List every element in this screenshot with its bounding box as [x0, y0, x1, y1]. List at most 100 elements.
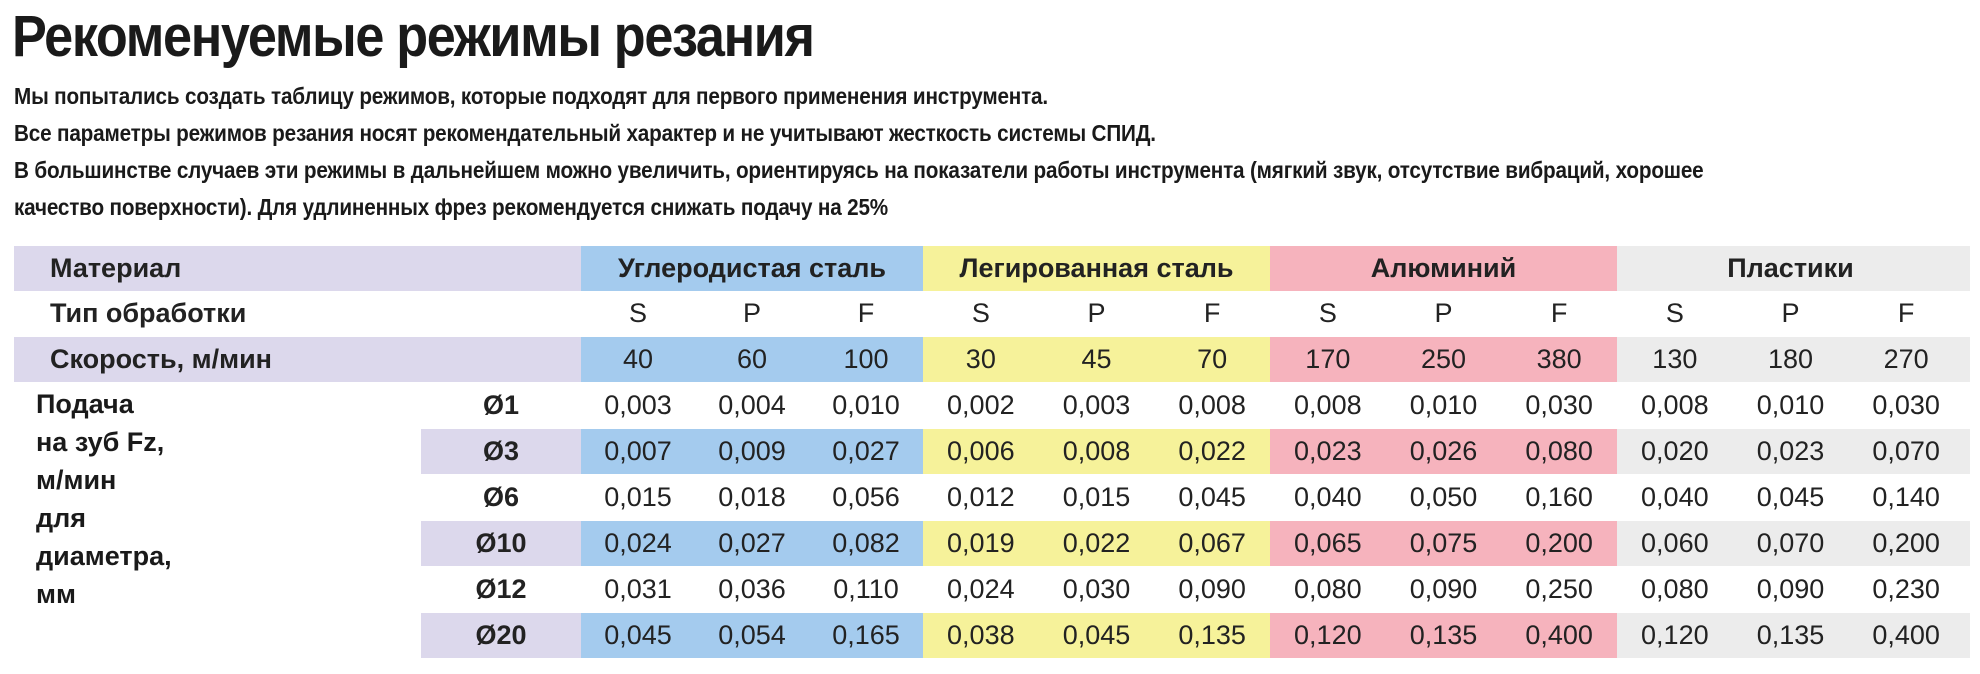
- feed-value-cell: 0,120: [1617, 613, 1733, 658]
- feed-value-cell: 0,015: [604, 482, 672, 512]
- feed-value-cell: 0,006: [923, 429, 1039, 474]
- material-header: Пластики: [1617, 246, 1964, 291]
- feed-label-line: Подача на зуб Fz, м/мин: [36, 389, 165, 495]
- feed-value-cell: 0,008: [1294, 390, 1362, 420]
- feed-value-cell: 0,067: [1154, 521, 1270, 566]
- feed-value-cell: 0,040: [1294, 482, 1362, 512]
- feed-value-cell: 0,022: [1038, 521, 1155, 566]
- material-label: Материал: [14, 246, 581, 291]
- diameter-cell: Ø20: [421, 613, 581, 658]
- process-type-cell: F: [857, 298, 875, 328]
- material-header: Алюминий: [1270, 246, 1617, 291]
- feed-value-cell: 0,022: [1154, 429, 1270, 474]
- feed-value-cell: 0,024: [947, 574, 1015, 604]
- intro-line: качество поверхности). Для удлиненных фр…: [14, 194, 889, 220]
- material-header: Углеродистая сталь: [581, 246, 923, 291]
- feed-value-cell: 0,230: [1872, 574, 1940, 604]
- feed-value-cell: 0,090: [1409, 574, 1478, 604]
- feed-value-cell: 0,008: [1038, 429, 1155, 474]
- feed-value-cell: 0,082: [809, 521, 923, 566]
- process-type-cell: S: [628, 298, 647, 328]
- process-type-cell: P: [1087, 298, 1106, 328]
- feed-value-cell: 0,008: [1641, 390, 1709, 420]
- feed-value-cell: 0,002: [947, 390, 1015, 420]
- feed-value-cell: 0,080: [1294, 574, 1362, 604]
- feed-value-cell: 0,036: [718, 574, 786, 604]
- feed-value-cell: 0,400: [1501, 613, 1617, 658]
- feed-value-cell: 0,070: [1732, 521, 1849, 566]
- feed-label: Подача на зуб Fz, м/мин для диаметра, мм: [36, 385, 172, 613]
- feed-value-cell: 0,090: [1756, 574, 1825, 604]
- feed-value-cell: 0,200: [1848, 521, 1964, 566]
- feed-value-cell: 0,045: [1178, 482, 1246, 512]
- speed-cell: 40: [581, 337, 695, 382]
- plastic-row-extension: [1964, 429, 1970, 474]
- feed-value-cell: 0,027: [809, 429, 923, 474]
- feed-value-cell: 0,045: [1756, 482, 1825, 512]
- feed-value-cell: 0,110: [833, 574, 899, 604]
- feed-value-cell: 0,026: [1385, 429, 1502, 474]
- page-title: Рекоменуемые режимы резания: [12, 4, 815, 69]
- feed-value-cell: 0,250: [1525, 574, 1593, 604]
- feed-value-cell: 0,075: [1385, 521, 1502, 566]
- feed-value-cell: 0,065: [1270, 521, 1386, 566]
- plastic-row-extension: [1964, 613, 1970, 658]
- feed-value-cell: 0,018: [718, 482, 786, 512]
- intro-line: Мы попытались создать таблицу режимов, к…: [14, 83, 1048, 109]
- speed-cell: 180: [1732, 337, 1849, 382]
- feed-value-cell: 0,135: [1385, 613, 1502, 658]
- material-header: Легированная сталь: [923, 246, 1270, 291]
- feed-value-cell: 0,090: [1178, 574, 1246, 604]
- process-type-cell: F: [1897, 298, 1915, 328]
- diameter-cell: Ø6: [482, 482, 520, 512]
- feed-value-cell: 0,007: [581, 429, 695, 474]
- feed-value-cell: 0,070: [1848, 429, 1964, 474]
- feed-value-cell: 0,120: [1270, 613, 1386, 658]
- process-type-cell: P: [1434, 298, 1453, 328]
- feed-value-cell: 0,050: [1409, 482, 1478, 512]
- diameter-cell: Ø10: [421, 521, 581, 566]
- speed-cell: 170: [1270, 337, 1386, 382]
- feed-value-cell: 0,030: [1525, 390, 1593, 420]
- speed-cell: 130: [1617, 337, 1733, 382]
- plastic-header-extension: [1964, 246, 1970, 291]
- plastic-speed-extension: [1964, 337, 1970, 382]
- feed-value-cell: 0,027: [695, 521, 809, 566]
- feed-value-cell: 0,056: [832, 482, 900, 512]
- feed-value-cell: 0,004: [718, 390, 786, 420]
- feed-value-cell: 0,200: [1501, 521, 1617, 566]
- feed-value-cell: 0,060: [1617, 521, 1733, 566]
- feed-value-cell: 0,003: [604, 390, 672, 420]
- feed-value-cell: 0,010: [832, 390, 900, 420]
- plastic-row-extension: [1964, 521, 1970, 566]
- feed-value-cell: 0,135: [1154, 613, 1270, 658]
- process-type-label: Тип обработки: [50, 298, 247, 328]
- speed-cell: 100: [809, 337, 923, 382]
- feed-value-cell: 0,008: [1178, 390, 1246, 420]
- process-type-cell: F: [1203, 298, 1221, 328]
- speed-cell: 45: [1038, 337, 1155, 382]
- intro-text: Мы попытались создать таблицу режимов, к…: [14, 78, 1949, 226]
- feed-value-cell: 0,030: [1062, 574, 1131, 604]
- feed-value-cell: 0,045: [1038, 613, 1155, 658]
- feed-value-cell: 0,080: [1501, 429, 1617, 474]
- process-type-cell: P: [742, 298, 761, 328]
- feed-value-cell: 0,010: [1409, 390, 1478, 420]
- diameter-cell: Ø1: [482, 390, 520, 420]
- process-type-cell: P: [1781, 298, 1800, 328]
- diameter-cell: Ø12: [475, 574, 527, 604]
- process-type-cell: S: [1665, 298, 1684, 328]
- feed-value-cell: 0,038: [923, 613, 1039, 658]
- feed-value-cell: 0,040: [1641, 482, 1709, 512]
- speed-cell: 250: [1385, 337, 1502, 382]
- intro-line: В большинстве случаев эти режимы в дальн…: [14, 157, 1704, 183]
- feed-label-line: для диаметра, мм: [36, 503, 172, 609]
- speed-cell: 380: [1501, 337, 1617, 382]
- feed-value-cell: 0,020: [1617, 429, 1733, 474]
- speed-cell: 70: [1154, 337, 1270, 382]
- feed-value-cell: 0,023: [1270, 429, 1386, 474]
- feed-value-cell: 0,030: [1872, 390, 1940, 420]
- process-type-cell: F: [1550, 298, 1568, 328]
- diameter-cell: Ø3: [421, 429, 581, 474]
- feed-value-cell: 0,009: [695, 429, 809, 474]
